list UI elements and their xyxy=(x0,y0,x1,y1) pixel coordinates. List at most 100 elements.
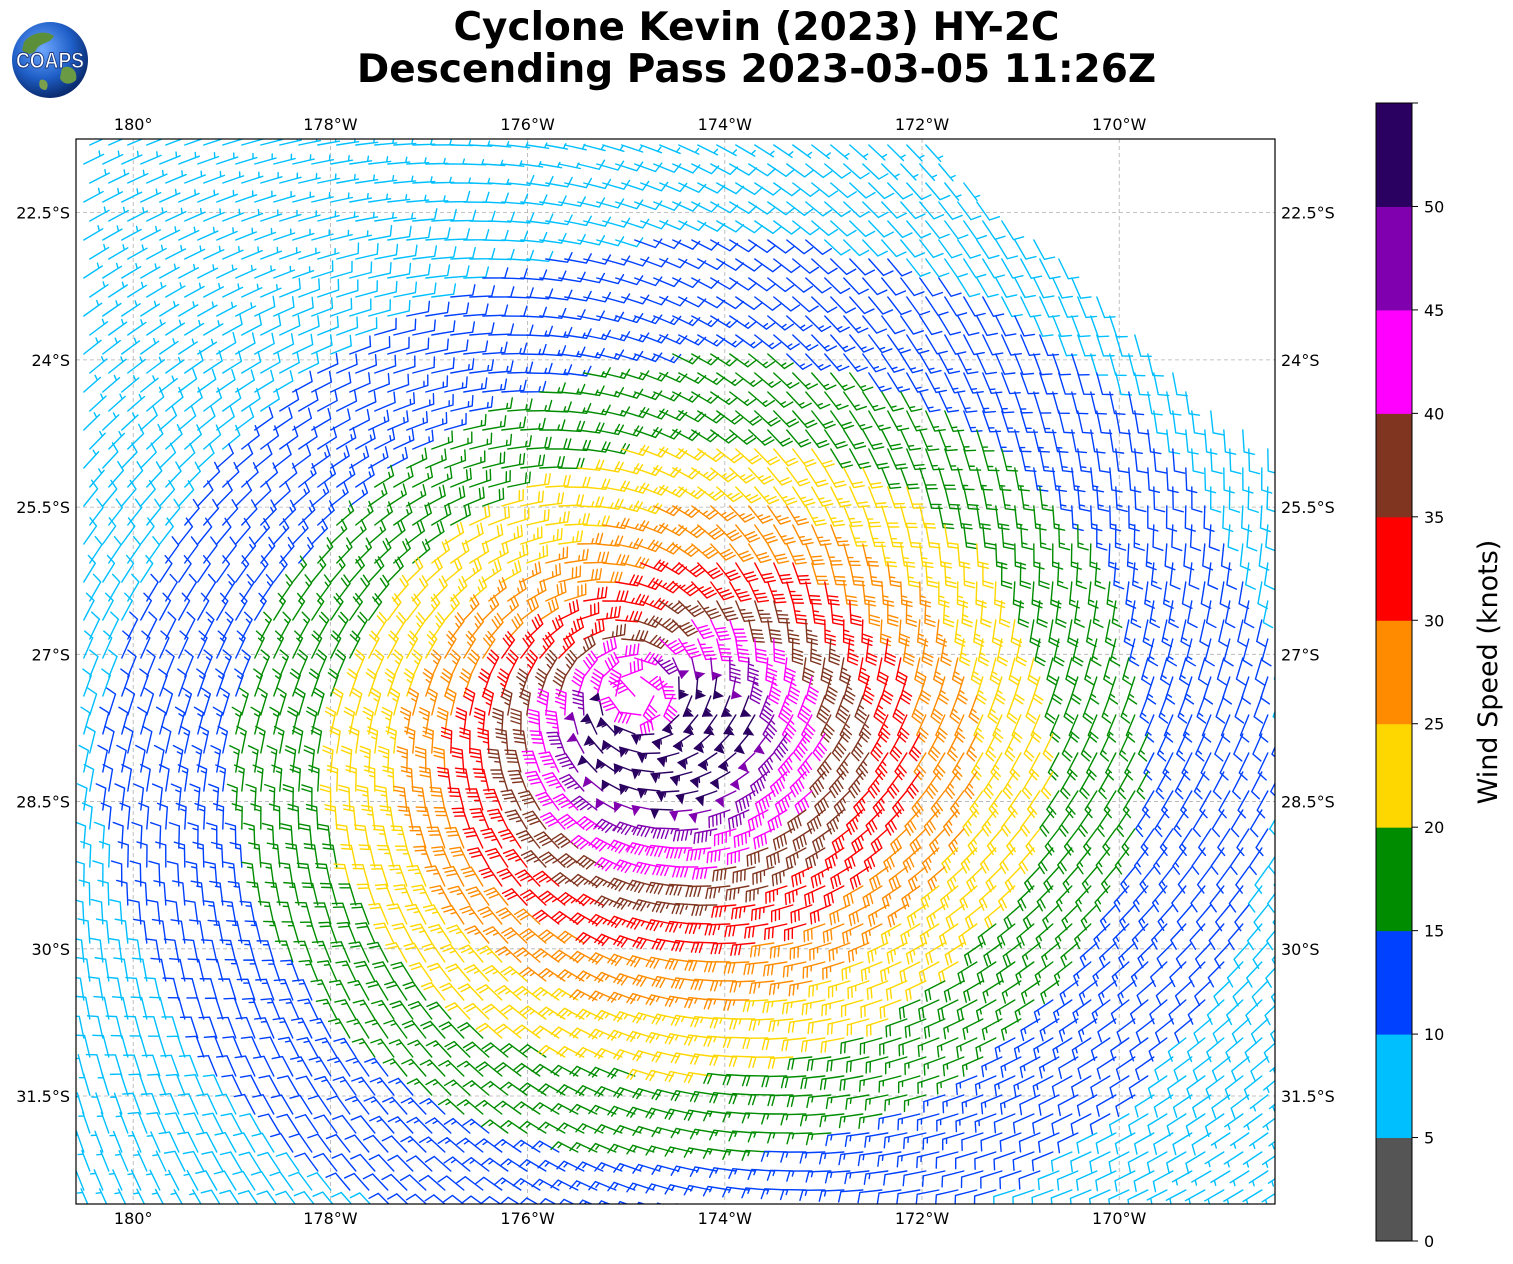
wind-barb xyxy=(995,429,1014,452)
wind-barb xyxy=(388,687,401,716)
wind-barb xyxy=(1055,885,1073,912)
wind-barb xyxy=(1090,429,1106,454)
wind-barb xyxy=(607,1105,636,1117)
wind-barb xyxy=(814,790,832,817)
wind-barb xyxy=(881,239,907,258)
wind-barb xyxy=(824,163,852,179)
wind-barb xyxy=(824,467,847,488)
wind-barb xyxy=(631,804,655,817)
wind-barb xyxy=(722,1036,750,1048)
wind-barb xyxy=(955,1075,978,1096)
wind-barb xyxy=(137,706,148,735)
wind-barb xyxy=(439,982,465,1001)
wind-barb xyxy=(459,905,484,925)
wind-barb xyxy=(839,1075,864,1092)
colorbar-frame xyxy=(1375,102,1413,1242)
wind-barb xyxy=(469,177,493,185)
wind-barb xyxy=(691,163,720,175)
wind-barb xyxy=(607,1067,636,1079)
wind-barb xyxy=(1149,600,1161,629)
wind-barb xyxy=(102,187,124,203)
wind-barb xyxy=(298,247,321,260)
wind-barb xyxy=(483,887,509,906)
wind-barb xyxy=(767,809,788,833)
wind-barb xyxy=(177,668,187,697)
wind-barb xyxy=(121,150,143,165)
wind-barb xyxy=(1154,1056,1174,1081)
wind-barb xyxy=(1153,410,1169,435)
wind-barb xyxy=(862,277,888,296)
wind-barb xyxy=(387,483,407,507)
wind-barb xyxy=(1000,562,1013,589)
wind-barb xyxy=(937,999,959,1021)
wind-barb xyxy=(469,747,484,773)
wind-barb xyxy=(444,265,470,279)
wind-barb xyxy=(900,467,920,490)
wind-barb xyxy=(116,744,127,773)
wind-barb xyxy=(1011,714,1023,743)
wind-barb xyxy=(1224,600,1236,629)
wind-barb xyxy=(976,429,995,452)
wind-barb xyxy=(887,524,905,548)
wind-barb xyxy=(358,844,376,868)
wind-barb xyxy=(307,1095,332,1115)
wind-barb xyxy=(368,193,392,203)
wind-barb xyxy=(1145,543,1157,571)
wind-barb xyxy=(697,600,722,620)
wind-barb xyxy=(670,1165,699,1176)
wind-barb xyxy=(299,921,319,944)
wind-barb xyxy=(1001,524,1015,550)
wind-barb xyxy=(202,900,218,925)
wind-barb xyxy=(900,201,926,220)
wind-barb xyxy=(1115,410,1131,435)
wind-barb xyxy=(545,252,573,263)
wind-barb xyxy=(356,784,370,811)
wind-barb xyxy=(520,306,548,318)
wind-barb xyxy=(1070,543,1083,570)
wind-barb xyxy=(613,711,642,724)
wind-barb xyxy=(248,842,262,868)
title-line-1: Cyclone Kevin (2023) HY-2C xyxy=(453,5,1060,50)
wind-barb xyxy=(298,574,313,602)
wind-barb xyxy=(849,334,875,353)
wind-barb xyxy=(944,524,960,549)
wind-barb xyxy=(602,443,631,455)
wind-barb xyxy=(906,182,932,201)
wind-barb xyxy=(1039,809,1054,837)
wind-barb xyxy=(749,942,775,958)
wind-barb xyxy=(351,687,363,716)
wind-barb xyxy=(517,790,541,811)
wind-barb xyxy=(1186,1075,1206,1100)
wind-barb xyxy=(493,1100,522,1115)
wind-barb xyxy=(1220,714,1231,743)
wind-barb xyxy=(309,1017,332,1039)
wind-barb xyxy=(729,391,757,407)
wind-barb xyxy=(501,379,527,393)
wind-barb xyxy=(482,378,508,393)
wind-barb xyxy=(583,367,611,378)
wind-barb xyxy=(731,904,756,920)
wind-barb xyxy=(443,1117,471,1134)
wind-barb xyxy=(664,1184,693,1195)
wind-barb xyxy=(1176,733,1187,762)
wind-barb xyxy=(969,790,984,818)
wind-barb xyxy=(165,649,175,678)
wind-barb xyxy=(618,746,642,758)
wind-barb xyxy=(292,630,304,659)
wind-barb xyxy=(481,1003,509,1020)
wind-barb xyxy=(864,1094,889,1111)
wind-barb xyxy=(332,687,344,716)
wind-barb xyxy=(761,1075,788,1088)
wind-barb xyxy=(865,638,878,666)
wind-barb xyxy=(803,923,826,943)
wind-barb xyxy=(170,783,182,811)
wind-barb xyxy=(830,600,844,626)
wind-barb xyxy=(400,1097,427,1115)
wind-barb xyxy=(747,657,759,685)
wind-barb xyxy=(982,334,1004,356)
wind-barb xyxy=(588,837,617,852)
wind-barb xyxy=(925,296,949,316)
wind-barb xyxy=(596,717,617,735)
wind-barb xyxy=(217,725,229,754)
wind-barb xyxy=(78,1073,91,1096)
